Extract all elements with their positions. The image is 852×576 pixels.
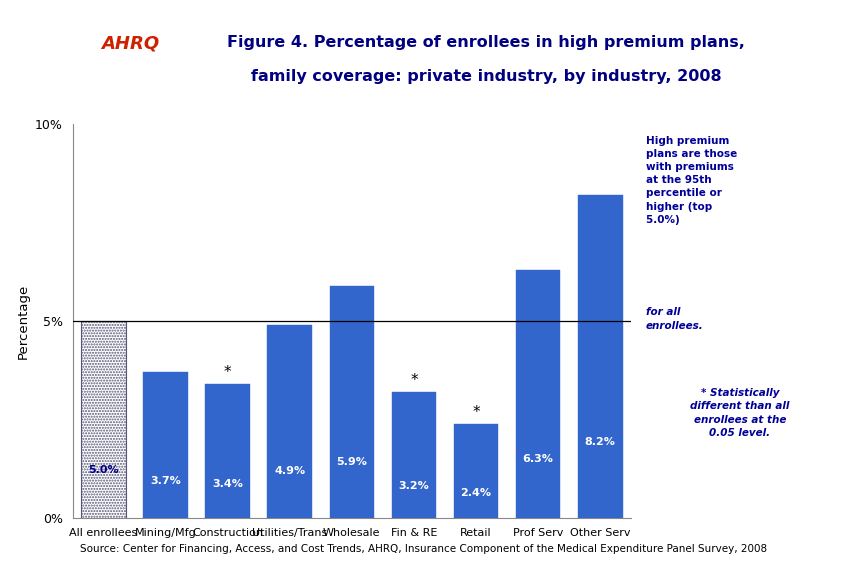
Text: family coverage: private industry, by industry, 2008: family coverage: private industry, by in… <box>250 69 721 84</box>
Text: 5.9%: 5.9% <box>336 457 367 467</box>
Bar <box>453 424 498 518</box>
Text: *: * <box>410 373 417 388</box>
Text: 8.2%: 8.2% <box>584 437 615 447</box>
Bar <box>205 384 250 518</box>
Text: High premium
plans are those
with premiums
at the 95th
percentile or
higher (top: High premium plans are those with premiu… <box>645 136 736 225</box>
Text: AHRQ: AHRQ <box>101 35 159 52</box>
Text: * Statistically
different than all
enrollees at the
0.05 level.: * Statistically different than all enrol… <box>689 388 789 438</box>
Text: 2.4%: 2.4% <box>460 487 491 498</box>
Text: Source: Center for Financing, Access, and Cost Trends, AHRQ, Insurance Component: Source: Center for Financing, Access, an… <box>80 544 766 554</box>
Bar <box>391 392 435 518</box>
Bar <box>329 286 374 518</box>
Text: 5.0%: 5.0% <box>88 465 118 475</box>
Text: *: * <box>223 365 231 380</box>
Text: 3.7%: 3.7% <box>150 476 181 486</box>
Text: Advancing
Excellence in
Health Care: Advancing Excellence in Health Care <box>105 58 155 89</box>
Text: 3.4%: 3.4% <box>212 479 243 489</box>
Bar <box>268 325 312 518</box>
Bar <box>143 373 187 518</box>
Text: *: * <box>472 405 480 420</box>
Bar <box>577 195 622 518</box>
Bar <box>515 270 560 518</box>
Text: 6.3%: 6.3% <box>522 454 553 464</box>
Bar <box>81 321 126 518</box>
Text: Figure 4. Percentage of enrollees in high premium plans,: Figure 4. Percentage of enrollees in hig… <box>227 35 745 50</box>
Text: 4.9%: 4.9% <box>273 466 305 476</box>
Text: for all
enrollees.: for all enrollees. <box>645 308 703 331</box>
Y-axis label: Percentage: Percentage <box>16 283 29 359</box>
Text: ⚕: ⚕ <box>33 50 43 69</box>
Text: 3.2%: 3.2% <box>398 480 429 491</box>
